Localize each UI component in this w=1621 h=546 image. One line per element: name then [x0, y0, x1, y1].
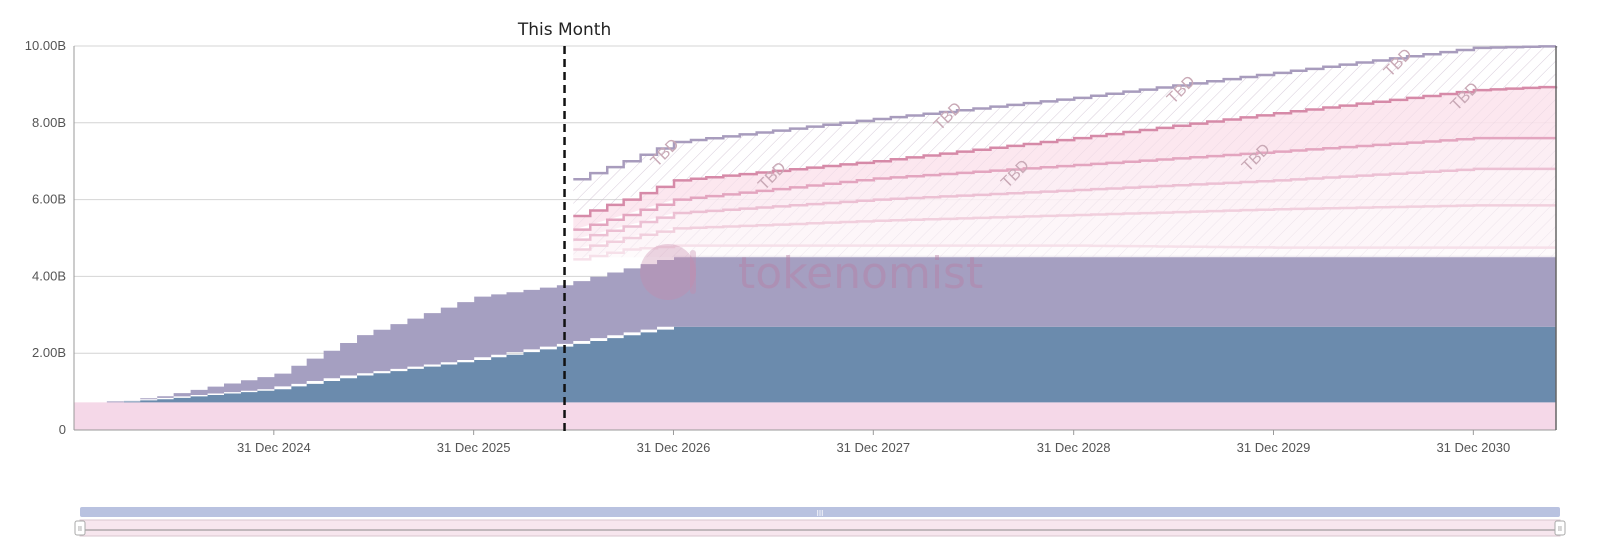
range-navigator[interactable]: III II II: [74, 507, 1566, 537]
this-month-marker: This Month: [517, 20, 611, 432]
projected-line-6: [573, 244, 1556, 261]
watermark-logo-bar: [690, 250, 696, 294]
projected-line-4: [573, 167, 1556, 241]
navigator-scrollbar[interactable]: [80, 507, 1560, 517]
projected-line-2: [573, 85, 1558, 218]
projected-line-3: [573, 136, 1556, 231]
projected-line-5: [573, 204, 1556, 251]
projected-band-hatch-2: [573, 86, 1556, 230]
watermark-text: tokenomist: [738, 248, 983, 299]
watermark-logo-icon: [640, 244, 696, 300]
x-tick-label: 31 Dec 2029: [1237, 440, 1311, 455]
projected-band-hatch-4: [573, 168, 1556, 250]
navigator-left-handle-grip[interactable]: II: [78, 526, 82, 533]
x-tick-label: 31 Dec 2026: [637, 440, 711, 455]
y-tick-label: 8.00B: [32, 115, 66, 130]
x-tick-label: 31 Dec 2024: [237, 440, 311, 455]
y-tick-label: 4.00B: [32, 268, 66, 283]
area-series-1: [74, 402, 1556, 430]
navigator-right-handle[interactable]: [1554, 520, 1566, 536]
watermark: tokenomist: [640, 244, 983, 300]
projected-band-hatch-6: [573, 245, 1556, 260]
projected-band-hatch-1: [573, 46, 1556, 216]
x-tick-label: 31 Dec 2028: [1037, 440, 1111, 455]
navigator-scrollbar-grip[interactable]: III: [817, 509, 824, 518]
y-tick-label: 2.00B: [32, 345, 66, 360]
navigator-right-handle-grip[interactable]: II: [1558, 526, 1562, 533]
area-series-2: [74, 326, 1556, 403]
area-series-layer: [74, 255, 1556, 430]
y-tick-labels: 0 2.00B 4.00B 6.00B 8.00B 10.00B: [25, 38, 66, 437]
x-tick-label: 31 Dec 2030: [1436, 440, 1510, 455]
projected-band-hatch-5: [573, 205, 1556, 260]
x-tick-label: 31 Dec 2027: [836, 440, 910, 455]
axes: [73, 46, 1557, 431]
area-series-3: [74, 255, 1556, 403]
y-tick-label: 0: [59, 422, 66, 437]
navigator-track: [79, 519, 1561, 537]
x-tick-label: 31 Dec 2025: [437, 440, 511, 455]
projected-line-1: [573, 45, 1558, 181]
navigator-left-handle[interactable]: [74, 520, 86, 536]
y-tick-label: 10.00B: [25, 38, 66, 53]
y-tick-label: 6.00B: [32, 192, 66, 207]
projected-band-hatch-3: [573, 138, 1556, 240]
this-month-label: This Month: [517, 20, 611, 40]
x-tick-labels: 31 Dec 2024 31 Dec 2025 31 Dec 2026 31 Dec …: [237, 430, 1510, 455]
